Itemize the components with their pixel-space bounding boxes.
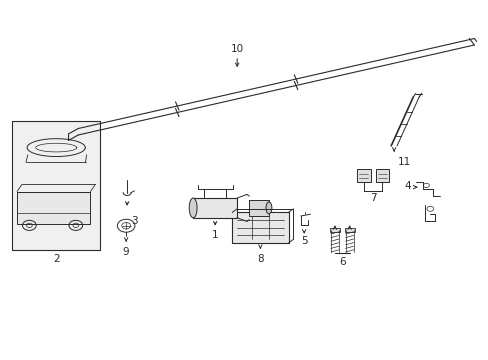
Text: 7: 7 bbox=[369, 193, 376, 203]
Bar bbox=[356, 169, 370, 182]
Text: 10: 10 bbox=[230, 44, 243, 54]
Bar bbox=[193, 198, 237, 218]
Bar bbox=[249, 200, 268, 216]
Bar bbox=[232, 212, 288, 243]
Bar bbox=[17, 192, 90, 224]
Bar bbox=[344, 228, 354, 232]
Text: 2: 2 bbox=[53, 254, 60, 264]
Text: 11: 11 bbox=[397, 157, 411, 167]
Ellipse shape bbox=[189, 198, 197, 218]
Text: 5: 5 bbox=[300, 236, 307, 246]
Text: 4: 4 bbox=[403, 181, 410, 192]
Bar bbox=[329, 228, 339, 232]
Text: 3: 3 bbox=[131, 216, 138, 226]
Bar bbox=[375, 169, 388, 182]
Text: 6: 6 bbox=[338, 257, 345, 267]
Bar bbox=[12, 121, 100, 250]
Text: 9: 9 bbox=[122, 247, 129, 257]
Text: 1: 1 bbox=[211, 230, 218, 240]
Ellipse shape bbox=[265, 202, 271, 214]
Text: 8: 8 bbox=[257, 254, 263, 264]
